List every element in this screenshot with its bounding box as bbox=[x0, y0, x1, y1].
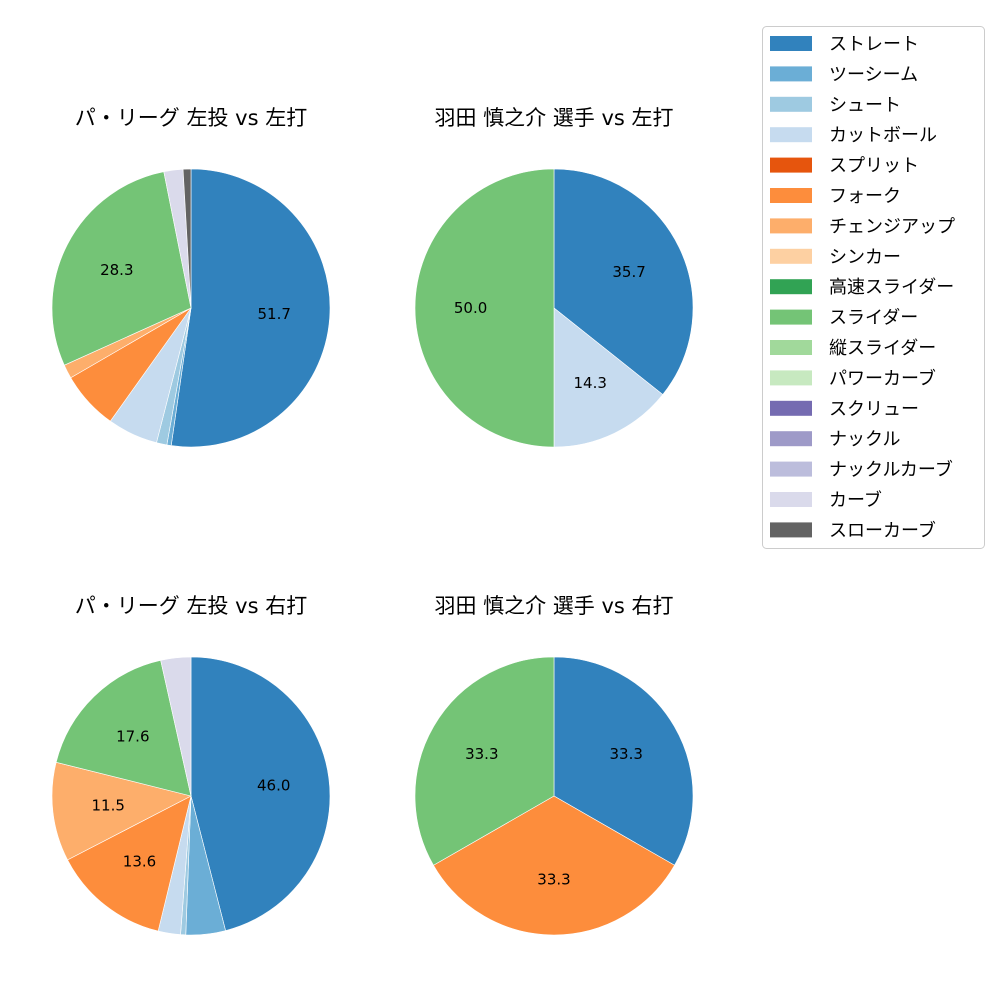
slice-label-2-3: 50.0 bbox=[454, 299, 487, 317]
legend-swatch-12 bbox=[770, 370, 812, 386]
legend-swatch-10 bbox=[770, 309, 812, 325]
pie-slice-2-3 bbox=[414, 168, 555, 448]
legend-label-4: カットボール bbox=[829, 125, 937, 146]
pie-slice-2-2 bbox=[553, 307, 664, 448]
legend-label-16: カーブ bbox=[829, 489, 882, 511]
legend-label-13: スクリュー bbox=[829, 399, 919, 420]
legend-label-1: ストレート bbox=[829, 34, 919, 55]
legend-label-15: ナックルカーブ bbox=[829, 459, 953, 481]
slice-label-4-1: 33.3 bbox=[609, 745, 642, 763]
slice-label-3-7: 17.6 bbox=[116, 727, 149, 745]
legend-label-10: スライダー bbox=[829, 308, 918, 329]
legend-label-6: フォーク bbox=[829, 186, 901, 207]
pie-slice-3-7 bbox=[55, 659, 192, 797]
slice-label-1-1: 51.7 bbox=[257, 305, 290, 323]
legend-swatch-13 bbox=[770, 400, 812, 416]
chart-title-2: 羽田 慎之介 選手 vs 左打 bbox=[434, 106, 673, 130]
legend-items: ストレートツーシームシュートカットボールスプリットフォークチェンジアップシンカー… bbox=[770, 34, 955, 541]
pie-slice-3-5 bbox=[67, 795, 192, 932]
legend-frame bbox=[762, 26, 985, 549]
legend-swatch-17 bbox=[770, 522, 812, 538]
legend-label-3: シュート bbox=[829, 95, 901, 116]
legend-swatch-3 bbox=[770, 96, 812, 112]
pie-slice-3-1 bbox=[190, 656, 331, 931]
legend-label-2: ツーシーム bbox=[829, 64, 918, 85]
legend-swatch-5 bbox=[770, 157, 812, 173]
legend-label-14: ナックル bbox=[829, 429, 900, 450]
legend-label-7: チェンジアップ bbox=[829, 216, 955, 237]
pie-slice-1-9 bbox=[182, 168, 192, 309]
chart-title-4: 羽田 慎之介 選手 vs 右打 bbox=[434, 594, 673, 618]
legend-label-9: 高速スライダー bbox=[829, 277, 954, 298]
pie-slices-2: 35.7 14.3 50.0 bbox=[414, 168, 694, 448]
slice-label-3-5: 13.6 bbox=[123, 853, 156, 871]
pie-slice-4-3 bbox=[414, 656, 555, 866]
legend-swatch-15 bbox=[770, 461, 812, 477]
slice-label-3-1: 46.0 bbox=[257, 777, 290, 795]
legend-label-5: スプリット bbox=[829, 156, 919, 177]
chart-title-3: パ・リーグ 左投 vs 右打 bbox=[75, 594, 307, 618]
pie-slice-1-1 bbox=[170, 168, 331, 448]
legend-swatch-7 bbox=[770, 218, 812, 234]
pie-slices-1: 51.7 28.3 bbox=[51, 168, 331, 448]
legend-label-12: パワーカーブ bbox=[829, 367, 936, 389]
slice-label-1-7: 28.3 bbox=[100, 261, 133, 279]
slice-label-4-3: 33.3 bbox=[465, 745, 498, 763]
pie-chart-4: 羽田 慎之介 選手 vs 右打 33.3 33.3 33.3 bbox=[414, 594, 694, 936]
legend-swatch-9 bbox=[770, 279, 812, 295]
legend-swatch-8 bbox=[770, 248, 812, 264]
pie-chart-3: パ・リーグ 左投 vs 右打 46.0 13.6 11.5 17.6 bbox=[51, 594, 331, 936]
legend-label-8: シンカー bbox=[829, 247, 901, 268]
pie-slice-3-6 bbox=[51, 761, 192, 861]
slice-label-2-2: 14.3 bbox=[573, 374, 606, 392]
pie-chart-1: パ・リーグ 左投 vs 左打 51.7 28.3 bbox=[51, 106, 331, 448]
pie-slices-4: 33.3 33.3 33.3 bbox=[414, 656, 694, 936]
legend-swatch-4 bbox=[770, 127, 812, 143]
legend-swatch-2 bbox=[770, 66, 812, 82]
legend-label-11: 縦スライダー bbox=[829, 338, 936, 359]
chart-title-1: パ・リーグ 左投 vs 左打 bbox=[75, 106, 307, 130]
legend-swatch-16 bbox=[770, 492, 812, 507]
slice-label-3-6: 11.5 bbox=[91, 797, 124, 815]
pie-slice-4-1 bbox=[553, 656, 694, 866]
pie-slice-3-8 bbox=[160, 656, 192, 797]
legend-swatch-6 bbox=[770, 188, 812, 203]
legend-swatch-1 bbox=[770, 36, 812, 51]
legend-swatch-14 bbox=[770, 431, 812, 447]
slice-label-4-2: 33.3 bbox=[537, 870, 570, 888]
pie-slice-1-7 bbox=[51, 171, 192, 366]
legend-label-17: スローカーブ bbox=[829, 519, 936, 541]
legend: ストレートツーシームシュートカットボールスプリットフォークチェンジアップシンカー… bbox=[762, 26, 985, 549]
pie-slices-3: 46.0 13.6 11.5 17.6 bbox=[51, 656, 331, 936]
legend-swatch-11 bbox=[770, 340, 812, 355]
pie-slice-2-1 bbox=[553, 168, 694, 395]
pie-chart-2: 羽田 慎之介 選手 vs 左打 35.7 14.3 50.0 bbox=[414, 106, 694, 448]
slice-label-2-1: 35.7 bbox=[612, 263, 645, 281]
